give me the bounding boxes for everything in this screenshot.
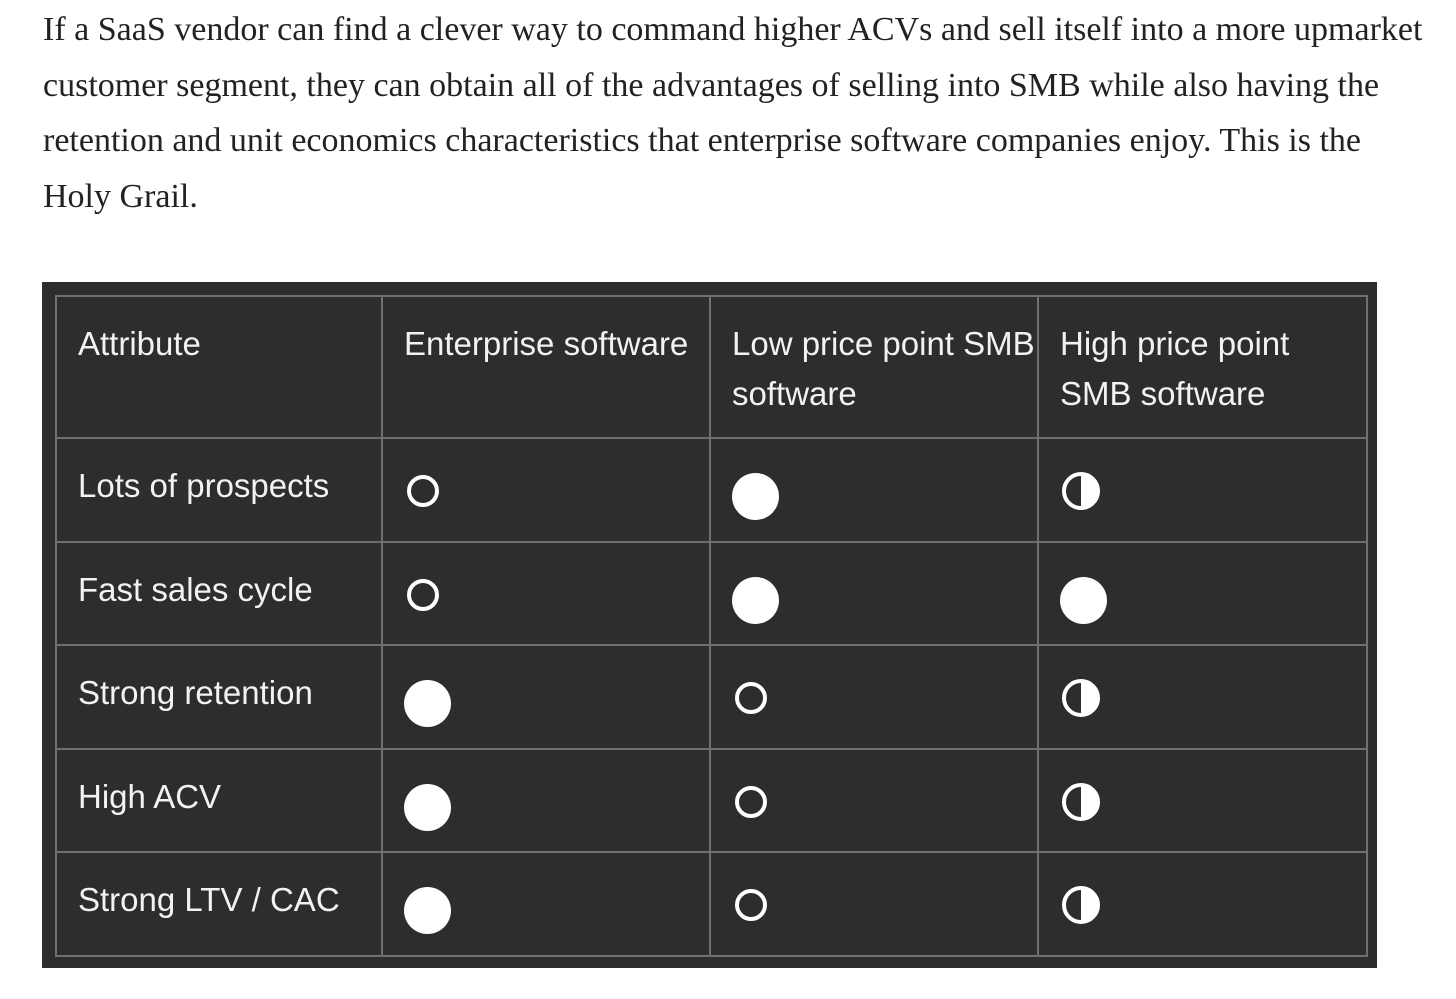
rating-cell (381, 540, 711, 647)
empty-circle-icon (407, 475, 439, 507)
row-attribute-label: High ACV (55, 747, 383, 854)
empty-circle-icon (735, 682, 767, 715)
table-row: Lots of prospects (55, 437, 1368, 543)
header-attribute: Attribute (55, 295, 383, 439)
rating-cell (709, 851, 1039, 957)
rating-cell (1037, 851, 1368, 957)
header-high-price-smb-software: High price point SMB software (1037, 295, 1368, 439)
rating-cell (381, 437, 711, 543)
rating-cell (381, 644, 711, 750)
table-row: Strong LTV / CAC (55, 851, 1368, 957)
filled-circle-icon (404, 680, 451, 728)
rating-cell (709, 437, 1039, 543)
comparison-table: Attribute Enterprise software Low price … (55, 295, 1368, 957)
header-low-price-smb-software: Low price point SMB software (709, 295, 1039, 439)
rating-cell (1037, 747, 1368, 854)
half-filled-circle-icon (1062, 472, 1100, 510)
rating-cell (381, 851, 711, 957)
row-attribute-label: Strong LTV / CAC (55, 851, 383, 957)
rating-cell (709, 747, 1039, 854)
empty-circle-icon (735, 785, 767, 818)
filled-circle-icon (404, 783, 451, 831)
filled-circle-icon (732, 576, 779, 624)
half-filled-circle-icon (1062, 679, 1100, 718)
rating-cell (1037, 437, 1368, 543)
table-row: Strong retention (55, 644, 1368, 750)
half-filled-circle-icon (1062, 782, 1100, 821)
table-header-row: Attribute Enterprise software Low price … (55, 295, 1368, 439)
comparison-table-frame: Attribute Enterprise software Low price … (42, 282, 1377, 968)
rating-cell (381, 747, 711, 854)
table-row: High ACV (55, 747, 1368, 854)
row-attribute-label: Fast sales cycle (55, 540, 383, 647)
empty-circle-icon (407, 578, 439, 611)
filled-circle-icon (1060, 576, 1107, 624)
half-filled-circle-icon (1062, 886, 1100, 925)
table-row: Fast sales cycle (55, 540, 1368, 647)
article-paragraph: If a SaaS vendor can find a clever way t… (43, 11, 1423, 215)
rating-cell (709, 644, 1039, 750)
header-enterprise-software: Enterprise software (381, 295, 711, 439)
rating-cell (1037, 644, 1368, 750)
filled-circle-icon (732, 473, 779, 520)
rating-cell (709, 540, 1039, 647)
rating-cell (1037, 540, 1368, 647)
filled-circle-icon (404, 887, 451, 935)
empty-circle-icon (735, 889, 767, 922)
row-attribute-label: Strong retention (55, 644, 383, 750)
row-attribute-label: Lots of prospects (55, 437, 383, 543)
